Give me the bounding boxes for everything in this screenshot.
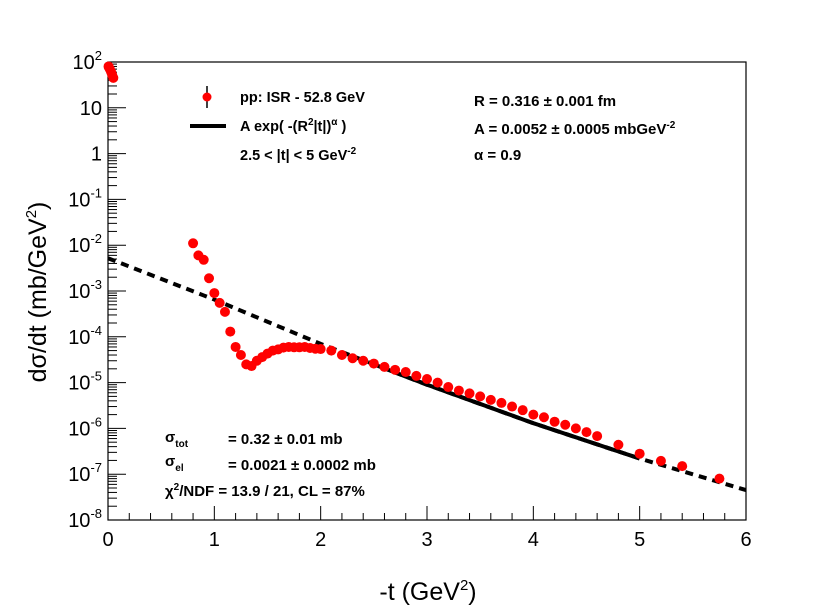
data-point	[336, 350, 347, 361]
fit-param-A: A = 0.0052 ± 0.0005 mbGeV-2	[474, 120, 676, 138]
sigma-tot-symbol: σtot	[165, 429, 189, 450]
y-tick-label: 10-5	[68, 369, 102, 395]
x-tick-label: 3	[421, 529, 432, 551]
data-point	[379, 361, 390, 372]
x-tick-label: 0	[102, 529, 113, 551]
fit-lines	[107, 256, 747, 492]
data-point	[475, 391, 486, 402]
data-point	[464, 388, 475, 399]
data-point	[368, 358, 379, 369]
sigma-el-value: = 0.0021 ± 0.0002 mb	[228, 457, 376, 474]
fit-parameters: R = 0.316 ± 0.001 fm A = 0.0052 ± 0.0005…	[474, 93, 676, 164]
data-point	[560, 419, 571, 430]
data-point	[422, 373, 432, 384]
sigma-el-symbol: σel	[165, 453, 184, 474]
y-tick-label: 10-2	[68, 231, 102, 257]
data-point	[204, 273, 215, 284]
data-point	[634, 448, 645, 459]
data-point	[538, 412, 549, 423]
fit-line-fitted	[373, 362, 641, 461]
x-tick-label: 6	[740, 529, 751, 551]
data-point	[549, 416, 560, 427]
data-point	[507, 401, 518, 412]
legend-data-label: pp: ISR - 52.8 GeV	[240, 90, 365, 106]
x-tick-label: 4	[528, 529, 539, 551]
data-points	[103, 61, 725, 484]
y-axis-title: dσ/dt (mb/GeV2)	[23, 202, 52, 383]
y-tick-label: 10-1	[68, 185, 102, 211]
legend: pp: ISR - 52.8 GeV A exp( -(R2|t|)α ) 2.…	[190, 86, 365, 164]
data-point	[453, 385, 464, 396]
data-point	[188, 238, 199, 249]
data-point	[219, 306, 230, 317]
data-point	[209, 288, 220, 299]
data-point	[496, 397, 507, 408]
y-tick-label: 10-3	[68, 277, 102, 303]
data-point	[613, 439, 624, 450]
x-tick-label: 1	[209, 529, 220, 551]
data-point	[235, 350, 246, 361]
data-point	[485, 394, 496, 405]
y-tick-label: 102	[73, 48, 102, 74]
x-tick-label: 2	[315, 529, 326, 551]
data-point	[326, 345, 337, 356]
data-point	[347, 353, 358, 364]
data-point	[315, 344, 326, 355]
data-point	[677, 461, 688, 472]
stats-box: σtot = 0.32 ± 0.01 mb σel = 0.0021 ± 0.0…	[165, 429, 376, 500]
data-point	[517, 405, 528, 416]
data-point	[592, 431, 603, 442]
fit-param-alpha: α = 0.9	[474, 147, 521, 164]
data-point	[432, 377, 443, 388]
data-point	[443, 382, 454, 393]
data-point	[655, 455, 666, 466]
data-point	[581, 427, 592, 438]
x-axis-title: -t (GeV2)	[379, 577, 476, 606]
data-point	[570, 423, 581, 434]
data-point	[225, 326, 236, 337]
y-tick-label: 10-8	[68, 506, 102, 532]
data-point	[390, 364, 401, 375]
sigma-tot-value: = 0.32 ± 0.01 mb	[228, 431, 343, 448]
data-point	[400, 367, 411, 378]
data-point	[198, 254, 209, 265]
y-tick-label: 10-7	[68, 460, 102, 486]
data-point	[714, 473, 725, 484]
y-tick-label: 10-4	[68, 323, 102, 349]
x-tick-label: 5	[634, 529, 645, 551]
data-point	[528, 409, 539, 420]
y-tick-label: 10-6	[68, 414, 102, 440]
legend-marker-data	[202, 92, 212, 102]
fit-param-R: R = 0.316 ± 0.001 fm	[474, 93, 616, 110]
legend-range-label: 2.5 < |t| < 5 GeV-2	[240, 146, 357, 164]
legend-fit-label: A exp( -(R2|t|)α )	[240, 117, 346, 135]
y-tick-label: 10	[80, 98, 102, 120]
chi2-ndf-cl: χ2/NDF = 13.9 / 21, CL = 87%	[165, 482, 365, 500]
y-tick-label: 1	[91, 144, 102, 166]
data-point	[108, 72, 119, 83]
data-point	[358, 355, 369, 366]
data-point	[411, 370, 422, 381]
data-point	[214, 297, 225, 308]
data-point	[230, 341, 241, 352]
